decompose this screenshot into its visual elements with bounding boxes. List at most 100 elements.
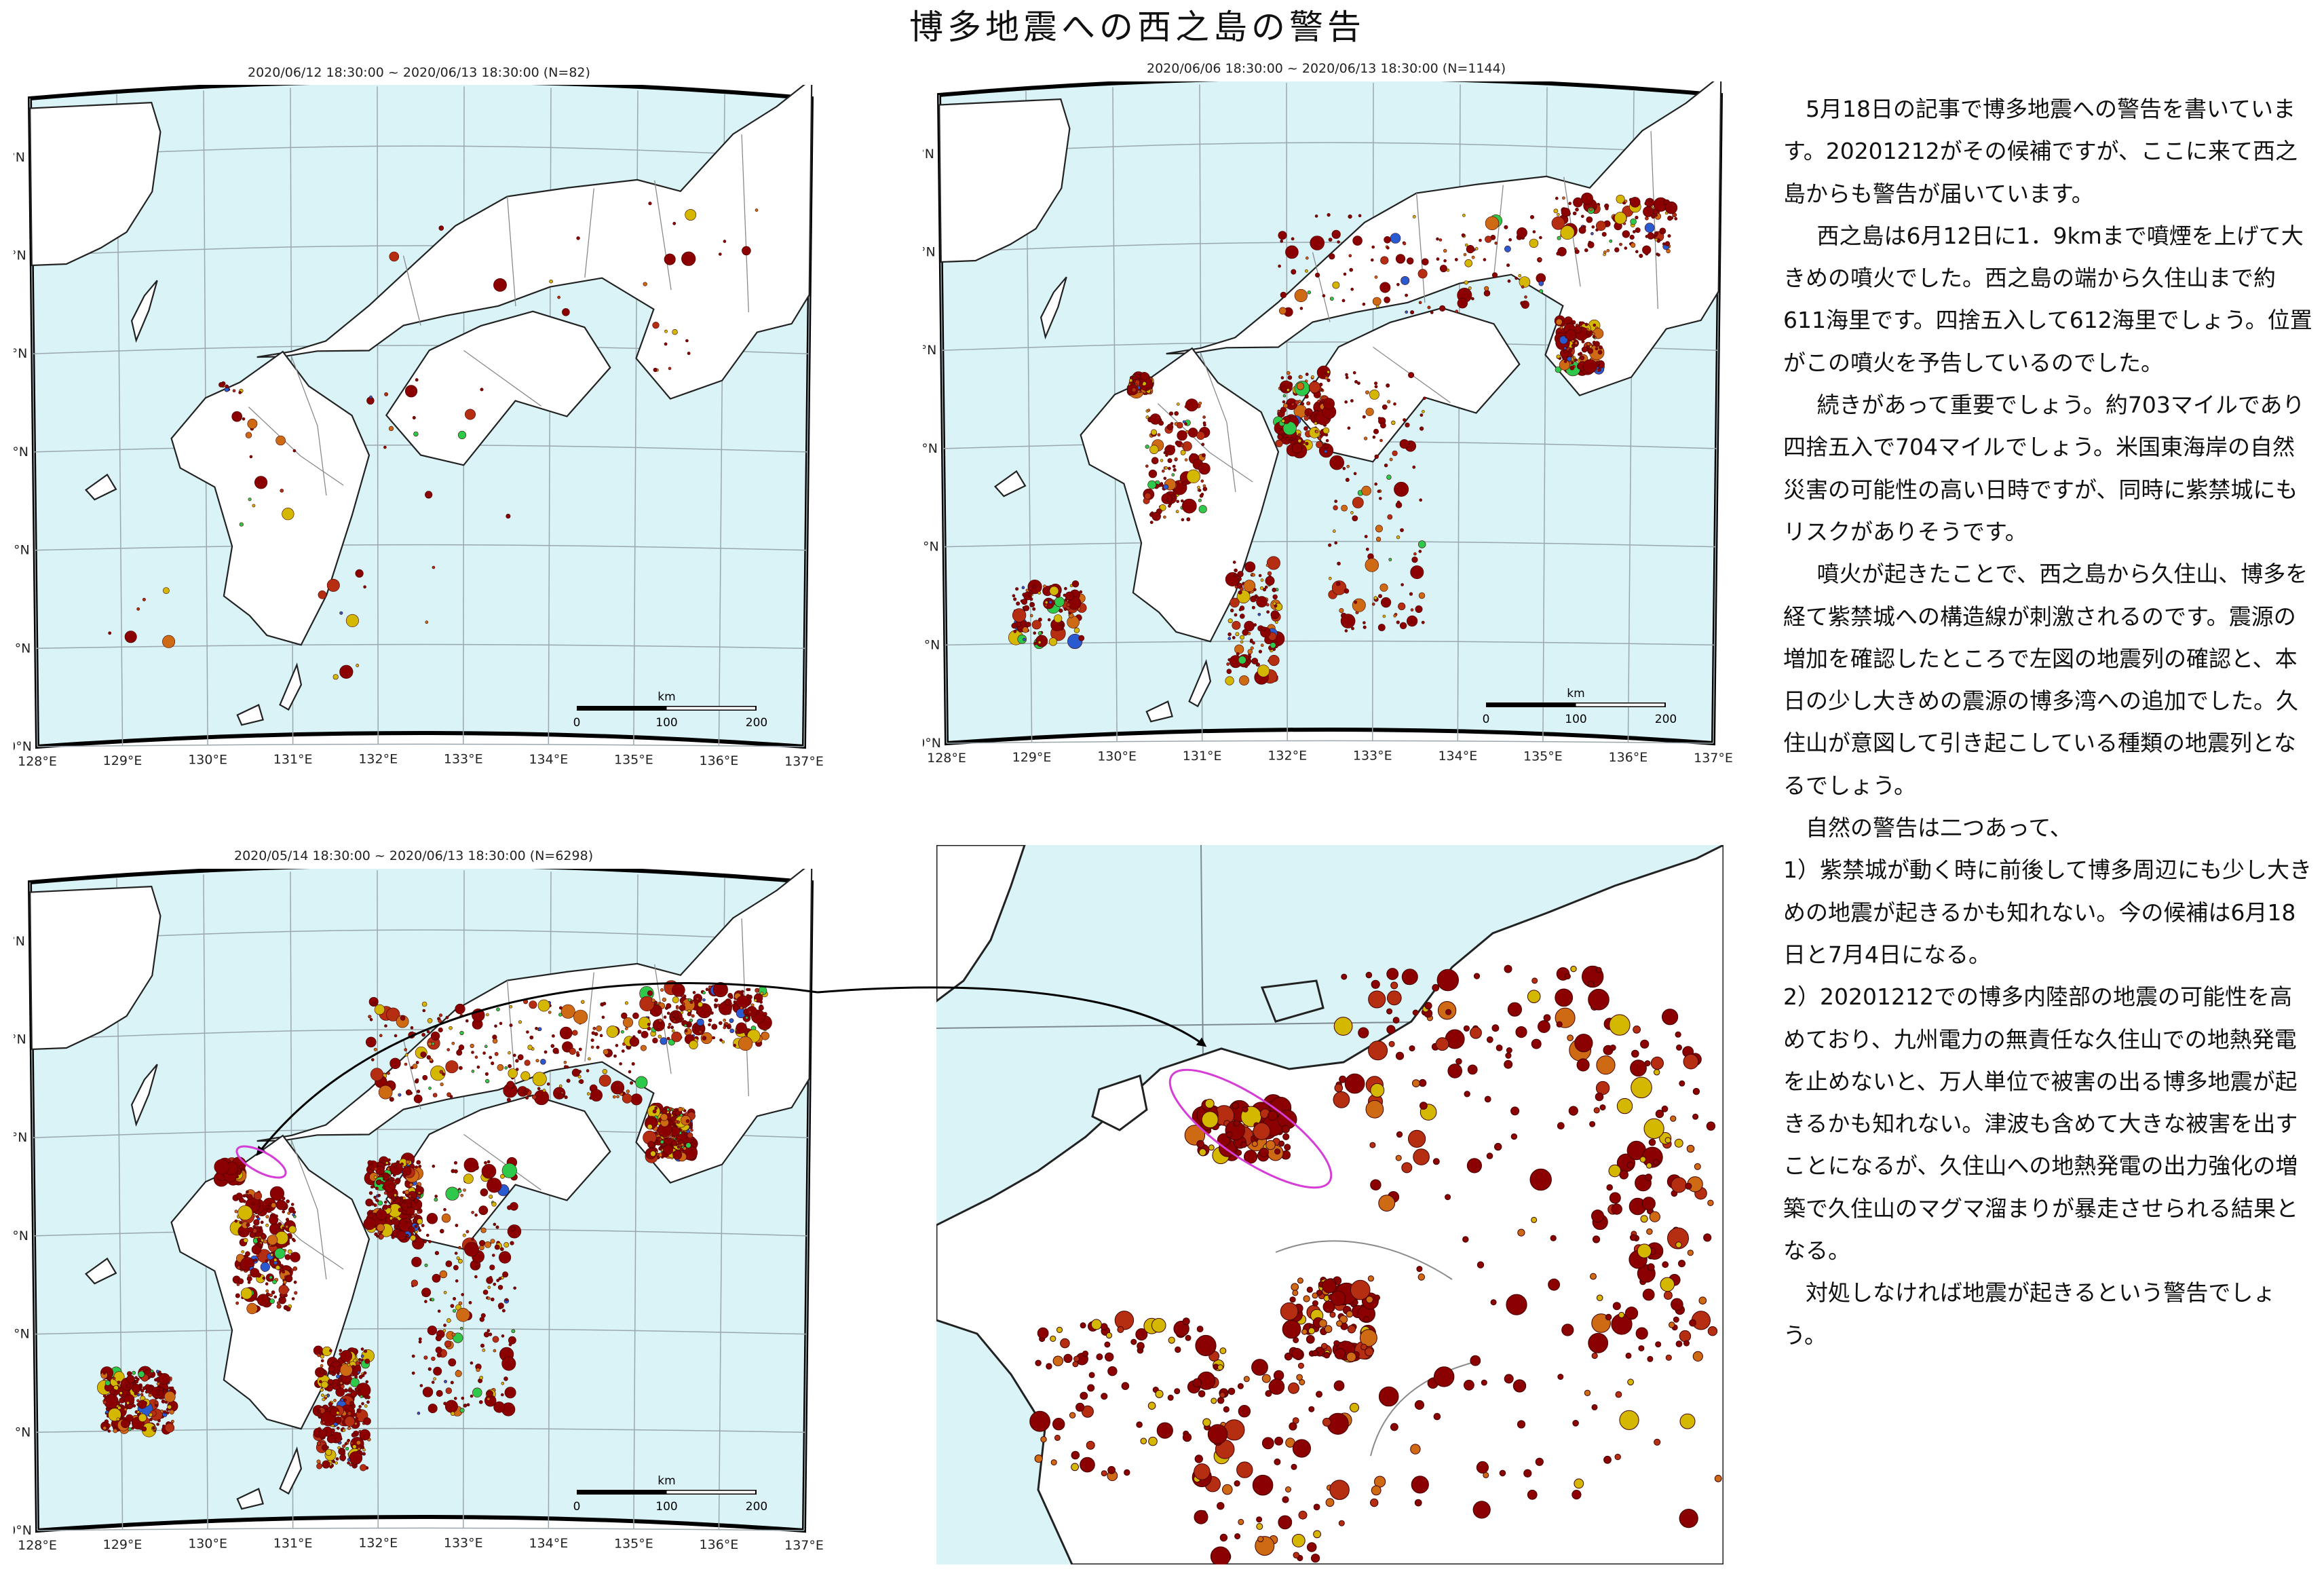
quake-marker	[1374, 482, 1378, 486]
map-caption-3: 2020/05/14 18:30:00 ~ 2020/06/13 18:30:0…	[234, 848, 594, 863]
quake-marker	[1166, 424, 1174, 430]
quake-marker	[563, 1065, 567, 1068]
quake-marker	[463, 1188, 466, 1192]
quake-marker	[292, 1210, 297, 1214]
quake-marker	[1290, 436, 1294, 440]
zoom-quake-marker	[1631, 1049, 1639, 1058]
quake-marker	[1654, 231, 1658, 236]
quake-marker	[1365, 558, 1379, 572]
quake-marker	[347, 1426, 351, 1430]
zoom-quake-marker	[1063, 1353, 1073, 1364]
zoom-quake-marker	[1194, 1455, 1203, 1463]
quake-marker	[1054, 597, 1065, 607]
quake-marker	[487, 1286, 491, 1290]
zoom-quake-marker	[1234, 1533, 1241, 1539]
zoom-quake-marker	[1313, 1530, 1321, 1539]
quake-marker	[1027, 593, 1032, 597]
zoom-quake-marker	[1676, 1044, 1682, 1051]
lon-tick-label: 130°E	[188, 1537, 227, 1552]
quake-marker	[400, 1196, 404, 1200]
quake-marker	[1398, 602, 1406, 611]
quake-marker	[578, 1047, 582, 1051]
quake-marker	[1132, 379, 1137, 383]
quake-marker	[487, 1178, 502, 1193]
quake-marker	[408, 1182, 413, 1187]
quake-marker	[672, 996, 679, 1004]
quake-marker	[1151, 457, 1159, 465]
scale-bar: km0 100 200	[573, 690, 768, 730]
quake-marker	[435, 1334, 442, 1342]
quake-marker	[414, 1224, 418, 1228]
quake-marker	[1324, 371, 1328, 375]
paragraph-5: 自然の警告は二つあって、	[1806, 814, 2072, 842]
tanegashima-land	[1188, 658, 1212, 708]
quake-marker	[639, 996, 655, 1011]
quake-marker	[451, 1332, 456, 1337]
quake-marker	[239, 1165, 244, 1169]
quake-marker	[1400, 528, 1404, 532]
quake-marker	[732, 1004, 736, 1007]
quake-marker	[472, 1009, 485, 1022]
zoom-quake-marker	[1330, 1290, 1346, 1307]
zoom-quake-marker	[1670, 1115, 1677, 1122]
quake-marker	[664, 329, 668, 333]
scale-bar-tick: 200	[746, 716, 767, 730]
zoom-quake-marker	[1698, 1296, 1707, 1305]
quake-marker	[1048, 637, 1057, 646]
quake-marker	[394, 1193, 397, 1197]
parallel-line	[36, 643, 805, 650]
quake-marker	[457, 430, 467, 440]
quake-marker	[1278, 231, 1287, 240]
zoom-quake-marker	[1175, 1346, 1181, 1353]
quake-marker	[476, 1065, 480, 1069]
quake-marker	[681, 1143, 685, 1146]
quake-marker	[1372, 435, 1376, 439]
quake-marker	[384, 1024, 387, 1028]
quake-marker	[1176, 402, 1180, 406]
quake-marker	[370, 1058, 375, 1062]
quake-marker	[369, 395, 373, 399]
quake-marker	[671, 1029, 675, 1033]
zoom-quake-marker	[1679, 1330, 1692, 1343]
quake-marker	[134, 1376, 138, 1380]
quake-marker	[1033, 585, 1036, 588]
quake-marker	[495, 1225, 499, 1229]
zoom-quake-marker	[1322, 1417, 1331, 1427]
quake-marker	[1569, 365, 1575, 371]
quake-marker	[487, 1329, 491, 1332]
quake-marker	[382, 1204, 388, 1210]
quake-marker	[474, 1275, 478, 1279]
zoom-quake-marker	[1207, 1424, 1228, 1444]
zoom-quake-marker	[1107, 1466, 1116, 1474]
quake-marker	[265, 1282, 269, 1286]
zoom-quake-marker	[1543, 1014, 1551, 1022]
quake-marker	[170, 1386, 174, 1391]
quake-marker	[276, 1304, 282, 1309]
quake-marker	[162, 635, 176, 648]
quake-marker	[320, 1370, 324, 1374]
quake-marker	[1013, 597, 1017, 601]
quake-marker	[537, 1027, 542, 1032]
zoom-quake-marker	[1548, 1278, 1560, 1291]
zoom-quake-marker	[1075, 1402, 1085, 1412]
quake-marker	[1037, 618, 1042, 622]
quake-marker	[1386, 246, 1390, 250]
zoom-quake-marker	[1268, 1110, 1278, 1121]
quake-marker	[1186, 469, 1200, 484]
quake-marker	[362, 1448, 366, 1452]
zoom-quake-marker	[1359, 1329, 1377, 1347]
quake-marker	[404, 1189, 410, 1195]
quake-marker	[588, 1057, 591, 1061]
quake-marker	[1491, 272, 1498, 278]
quake-marker	[590, 1089, 603, 1102]
quake-marker	[723, 1026, 726, 1030]
quake-marker	[1386, 474, 1392, 480]
quake-marker	[1059, 622, 1063, 626]
lon-tick-label: 137°E	[1694, 751, 1733, 766]
zoom-quake-marker	[1678, 1260, 1685, 1268]
quake-marker	[446, 1092, 451, 1097]
zoom-quake-marker	[1517, 1420, 1526, 1429]
quake-marker	[235, 1301, 239, 1305]
quake-marker	[548, 1011, 552, 1014]
zoom-quake-marker	[1692, 1087, 1700, 1095]
